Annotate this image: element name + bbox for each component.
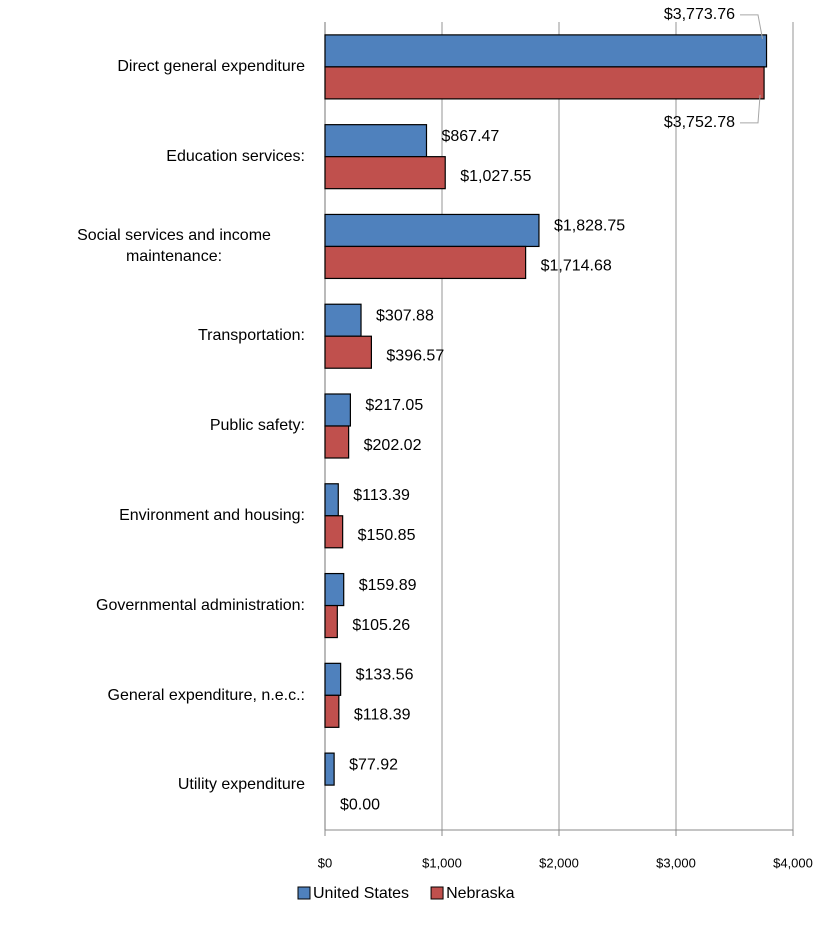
category-text: Public safety: (209, 417, 305, 435)
bar (324, 245, 527, 280)
bar (324, 156, 446, 190)
value-label: $1,828.75 (554, 218, 625, 235)
bar (324, 662, 342, 696)
value-label: $1,027.55 (460, 168, 531, 185)
bar (324, 34, 768, 68)
bar (324, 425, 350, 459)
x-tick-label: $2,000 (539, 855, 579, 870)
category-label: Environment and housing: (0, 476, 305, 556)
value-label: $105.26 (352, 617, 410, 634)
category-label: Governmental administration: (0, 566, 305, 646)
legend-swatch (297, 886, 311, 900)
bar (324, 752, 335, 786)
x-tick-label: $4,000 (773, 855, 813, 870)
category-label: Utility expenditure (0, 745, 305, 825)
category-text: Education services: (166, 147, 305, 165)
category-label: Public safety: (0, 386, 305, 466)
value-label: $133.56 (356, 667, 414, 684)
category-text: Transportation: (197, 327, 305, 345)
category-label: General expenditure, n.e.c.: (0, 655, 305, 735)
bar (324, 303, 362, 337)
value-label: $3,752.78 (664, 114, 735, 131)
legend-label: United States (313, 885, 409, 902)
bar (324, 213, 540, 248)
category-text: Utility expenditure (177, 776, 305, 794)
value-label: $307.88 (376, 307, 434, 324)
bar (324, 572, 345, 607)
value-label: $202.02 (364, 437, 422, 454)
value-label: $118.39 (354, 707, 411, 724)
bar (324, 483, 339, 517)
value-label: $150.85 (358, 527, 416, 544)
bar (324, 515, 344, 549)
category-text: Direct general expenditure (117, 58, 305, 76)
category-label: Direct general expenditure (0, 27, 305, 107)
value-label: $77.92 (349, 756, 398, 773)
legend-swatch (430, 886, 444, 900)
category-text: Social services and income maintenance: (77, 226, 271, 266)
bar (324, 604, 338, 639)
leader-line (740, 14, 764, 39)
value-label: $0.00 (340, 796, 380, 813)
category-text: Environment and housing: (119, 506, 305, 524)
bar (324, 694, 340, 728)
bar (324, 66, 765, 100)
value-label: $1,714.68 (541, 258, 612, 275)
legend-label: Nebraska (446, 885, 515, 902)
value-label: $159.89 (359, 577, 417, 594)
value-label: $396.57 (386, 347, 444, 364)
category-label: Education services: (0, 117, 305, 197)
category-text: General expenditure, n.e.c.: (107, 686, 305, 704)
value-label: $113.39 (353, 487, 410, 504)
x-tick-label: $3,000 (656, 855, 696, 870)
category-label: Social services and income maintenance: (0, 206, 305, 286)
value-label: $217.05 (365, 397, 423, 414)
bar (324, 124, 428, 158)
x-tick-label: $0 (318, 855, 332, 870)
bar (324, 335, 372, 369)
bar (324, 393, 351, 427)
x-tick-label: $1,000 (422, 855, 462, 870)
value-label: $867.47 (441, 128, 499, 145)
category-label: Transportation: (0, 296, 305, 376)
category-text: Governmental administration: (96, 596, 305, 614)
value-label: $3,773.76 (664, 6, 735, 23)
leader-line (740, 94, 761, 124)
